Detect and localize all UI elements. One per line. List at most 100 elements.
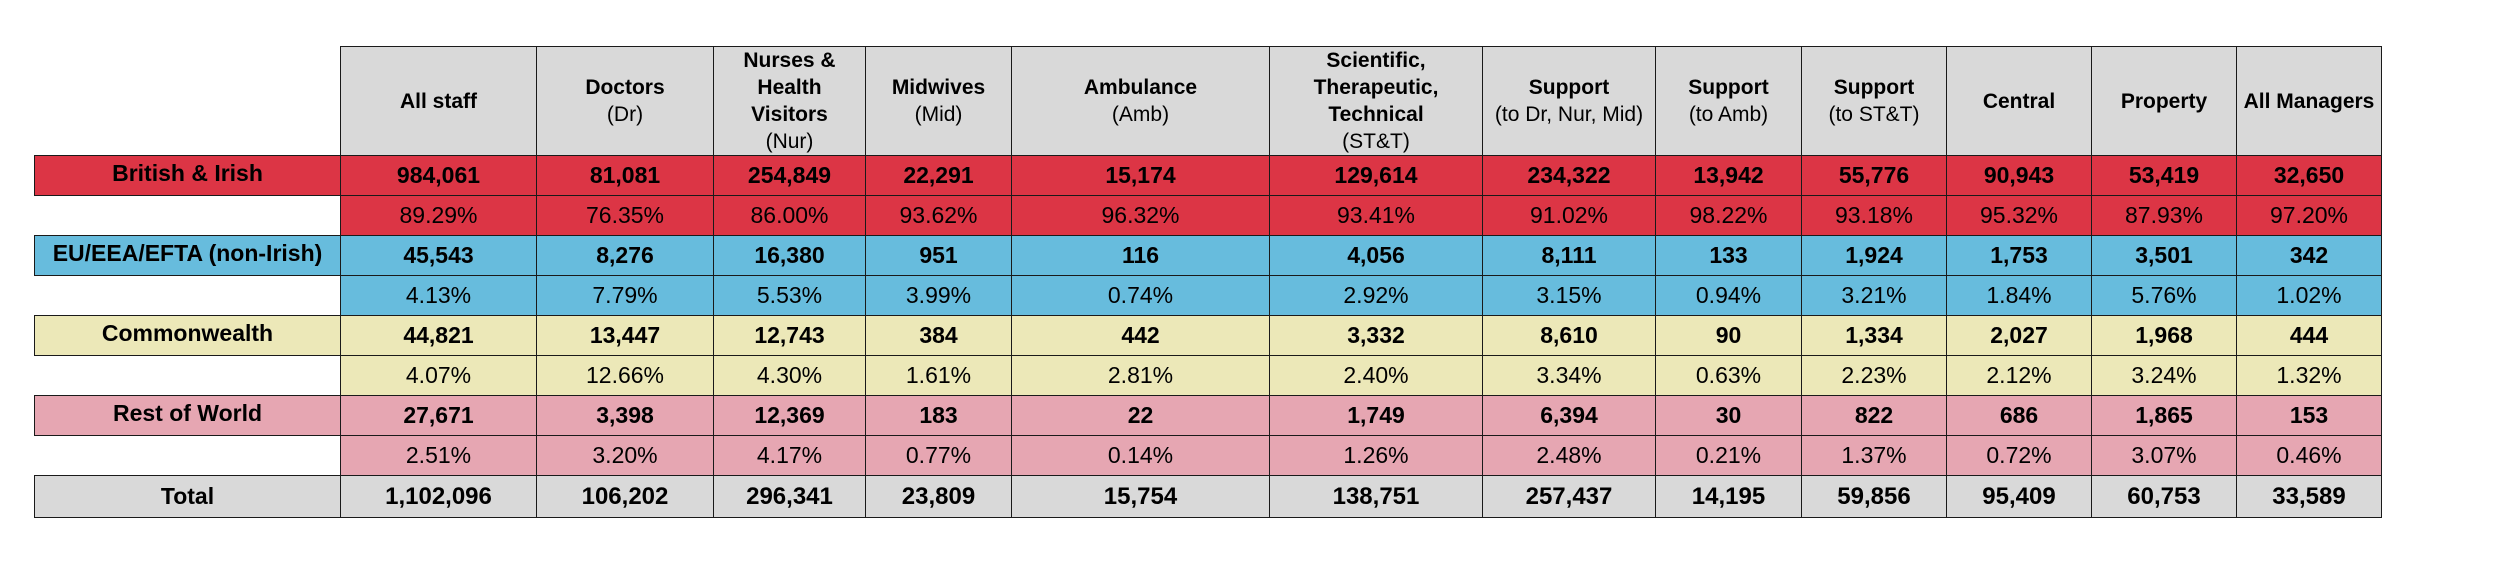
count-cell: 342 <box>2236 235 2382 276</box>
count-cell: 153 <box>2236 395 2382 436</box>
column-header-title: Doctors <box>585 76 665 99</box>
table-row: 4.07% 12.66% 4.30% 1.61% 2.81% 2.40% 3.34% 0.63… <box>34 355 2382 396</box>
count-cell: 8,276 <box>536 235 714 276</box>
column-header-subtitle: (Nur) <box>765 130 814 153</box>
row-label: EU/EEA/EFTA (non-Irish) <box>34 235 341 276</box>
row-label-blank <box>34 435 341 476</box>
percent-cell: 93.18% <box>1801 195 1947 236</box>
column-header: All Managers <box>2236 46 2382 156</box>
percent-cell: 98.22% <box>1655 195 1802 236</box>
column-header-subtitle: (Mid) <box>914 103 963 126</box>
count-cell: 44,821 <box>340 315 537 356</box>
column-header-title: Nurses & Health Visitors <box>743 49 836 126</box>
count-cell: 1,865 <box>2091 395 2237 436</box>
percent-cell: 0.74% <box>1011 275 1270 316</box>
percent-cell: 87.93% <box>2091 195 2237 236</box>
column-header-title: Support <box>1688 76 1769 99</box>
count-cell: 3,398 <box>536 395 714 436</box>
count-cell: 951 <box>865 235 1012 276</box>
percent-cell: 0.72% <box>1946 435 2092 476</box>
percent-cell: 86.00% <box>713 195 866 236</box>
percent-cell: 2.40% <box>1269 355 1483 396</box>
percent-cell: 2.12% <box>1946 355 2092 396</box>
percent-cell: 3.15% <box>1482 275 1656 316</box>
count-cell: 45,543 <box>340 235 537 276</box>
column-header-title: All staff <box>399 89 477 113</box>
row-label: Rest of World <box>34 395 341 436</box>
count-cell: 822 <box>1801 395 1947 436</box>
column-header-title: Midwives <box>891 76 986 99</box>
count-cell: 442 <box>1011 315 1270 356</box>
column-header-title: All Managers <box>2243 89 2375 113</box>
count-cell: 15,174 <box>1011 155 1270 196</box>
total-cell: 60,753 <box>2091 475 2237 518</box>
count-cell: 13,447 <box>536 315 714 356</box>
count-cell: 234,322 <box>1482 155 1656 196</box>
count-cell: 55,776 <box>1801 155 1947 196</box>
count-cell: 4,056 <box>1269 235 1483 276</box>
table-row: 89.29% 76.35% 86.00% 93.62% 96.32% 93.41% 91.0… <box>34 195 2382 236</box>
table-row: 2.51% 3.20% 4.17% 0.77% 0.14% 1.26% 2.48% 0.21%… <box>34 435 2382 476</box>
percent-cell: 3.20% <box>536 435 714 476</box>
row-label-blank <box>34 355 341 396</box>
total-cell: 138,751 <box>1269 475 1483 518</box>
count-cell: 129,614 <box>1269 155 1483 196</box>
count-cell: 686 <box>1946 395 2092 436</box>
percent-cell: 91.02% <box>1482 195 1656 236</box>
total-cell: 23,809 <box>865 475 1012 518</box>
percent-cell: 1.02% <box>2236 275 2382 316</box>
count-cell: 1,749 <box>1269 395 1483 436</box>
total-cell: 257,437 <box>1482 475 1656 518</box>
column-header: Support (to ST&T) <box>1801 46 1947 156</box>
count-cell: 90,943 <box>1946 155 2092 196</box>
column-header-subtitle: (ST&T) <box>1342 130 1410 153</box>
header-corner <box>34 46 341 156</box>
total-cell: 33,589 <box>2236 475 2382 518</box>
table-row: 4.13% 7.79% 5.53% 3.99% 0.74% 2.92% 3.15% 0.94%… <box>34 275 2382 316</box>
table-row: Rest of World 27,671 3,398 12,369 183 22 1,749… <box>34 395 2382 436</box>
count-cell: 32,650 <box>2236 155 2382 196</box>
percent-cell: 2.23% <box>1801 355 1947 396</box>
count-cell: 8,111 <box>1482 235 1656 276</box>
column-header: Central <box>1946 46 2092 156</box>
total-cell: 106,202 <box>536 475 714 518</box>
column-header-subtitle: (to ST&T) <box>1828 103 1920 126</box>
percent-cell: 96.32% <box>1011 195 1270 236</box>
table-row: Commonwealth 44,821 13,447 12,743 384 442 3,33… <box>34 315 2382 356</box>
percent-cell: 76.35% <box>536 195 714 236</box>
percent-cell: 1.32% <box>2236 355 2382 396</box>
column-header-title: Scientific, Therapeutic, Technical <box>1313 49 1439 126</box>
percent-cell: 4.30% <box>713 355 866 396</box>
count-cell: 6,394 <box>1482 395 1656 436</box>
percent-cell: 97.20% <box>2236 195 2382 236</box>
percent-cell: 1.26% <box>1269 435 1483 476</box>
count-cell: 183 <box>865 395 1012 436</box>
total-cell: 59,856 <box>1801 475 1947 518</box>
percent-cell: 0.21% <box>1655 435 1802 476</box>
count-cell: 3,332 <box>1269 315 1483 356</box>
count-cell: 1,334 <box>1801 315 1947 356</box>
percent-cell: 4.13% <box>340 275 537 316</box>
percent-cell: 2.92% <box>1269 275 1483 316</box>
percent-cell: 0.63% <box>1655 355 1802 396</box>
count-cell: 3,501 <box>2091 235 2237 276</box>
table-row: British & Irish 984,061 81,081 254,849 22,29… <box>34 155 2382 196</box>
percent-cell: 3.21% <box>1801 275 1947 316</box>
percent-cell: 93.62% <box>865 195 1012 236</box>
header-row: All staff Doctors (Dr) Nurses & Health Visi… <box>34 46 2382 156</box>
total-cell: 1,102,096 <box>340 475 537 518</box>
percent-cell: 0.94% <box>1655 275 1802 316</box>
percent-cell: 4.07% <box>340 355 537 396</box>
total-cell: 15,754 <box>1011 475 1270 518</box>
column-header: Support (to Dr, Nur, Mid) <box>1482 46 1656 156</box>
count-cell: 1,924 <box>1801 235 1947 276</box>
total-cell: 14,195 <box>1655 475 1802 518</box>
count-cell: 22 <box>1011 395 1270 436</box>
percent-cell: 5.53% <box>713 275 866 316</box>
count-cell: 53,419 <box>2091 155 2237 196</box>
row-label: Commonwealth <box>34 315 341 356</box>
count-cell: 16,380 <box>713 235 866 276</box>
total-cell: 95,409 <box>1946 475 2092 518</box>
count-cell: 133 <box>1655 235 1802 276</box>
column-header-title: Support <box>1528 76 1610 99</box>
